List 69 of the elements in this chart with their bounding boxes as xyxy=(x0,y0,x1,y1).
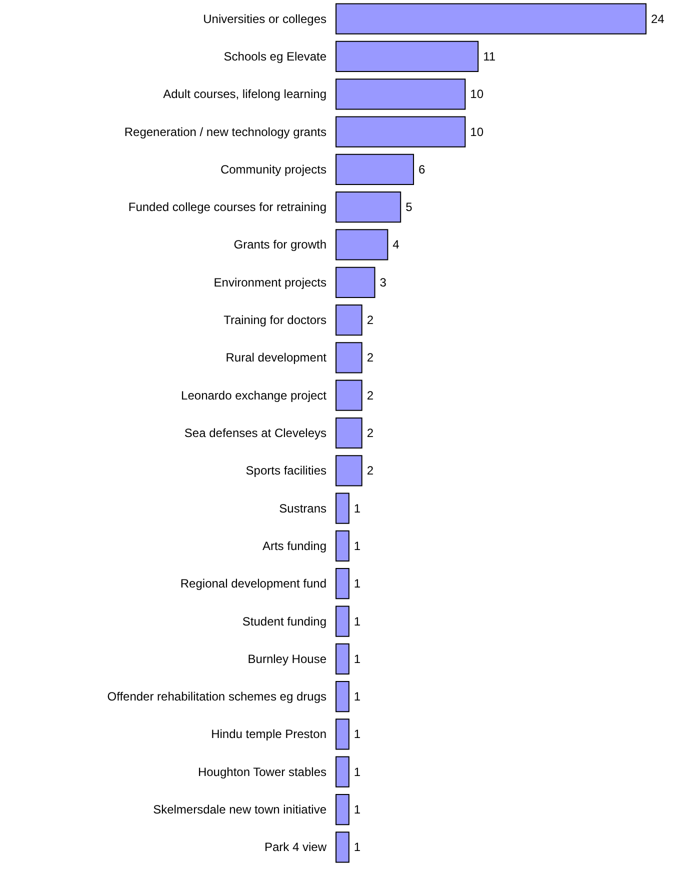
bar xyxy=(336,568,350,600)
data-label: 2 xyxy=(366,426,374,440)
data-label: 1 xyxy=(354,652,361,666)
bar xyxy=(336,192,402,223)
y-tick-label: Houghton Tower stables xyxy=(198,764,326,779)
y-tick-label: Leonardo exchange project xyxy=(181,388,328,402)
data-label: 2 xyxy=(366,464,374,478)
bar xyxy=(336,606,350,637)
bar xyxy=(336,417,362,449)
y-tick-label: Arts funding xyxy=(262,538,326,553)
data-label: 1 xyxy=(354,576,361,591)
y-tick-label: Universities or colleges xyxy=(203,12,326,26)
data-label: 2 xyxy=(366,313,374,328)
y-tick-label: Schools eg Elevate xyxy=(224,49,327,64)
data-label: 4 xyxy=(392,238,400,252)
bar xyxy=(336,266,376,298)
y-tick-label: Sports facilities xyxy=(246,464,326,478)
data-label: 1 xyxy=(354,764,361,779)
data-label: 10 xyxy=(470,124,484,139)
data-label: 2 xyxy=(366,388,374,402)
data-label: 11 xyxy=(483,49,496,64)
data-label: 6 xyxy=(418,162,426,176)
bar xyxy=(336,492,350,524)
bar xyxy=(336,3,646,34)
y-tick-label: Sea defenses at Cleveleys xyxy=(184,426,326,440)
y-tick-label: Offender rehabilitation schemes eg drugs xyxy=(107,690,326,704)
y-tick-label: Skelmersdale new town initiative xyxy=(153,802,327,817)
bar xyxy=(336,794,350,826)
data-label: 1 xyxy=(354,840,361,854)
y-tick-label: Park 4 view xyxy=(264,840,327,854)
bar xyxy=(336,681,350,712)
data-label: 1 xyxy=(354,501,361,516)
bar xyxy=(336,530,350,562)
bar xyxy=(336,643,350,674)
y-tick-label: Regional development fund xyxy=(180,576,326,591)
bar xyxy=(336,154,414,185)
bar xyxy=(336,116,466,148)
y-tick-label: Grants for growth xyxy=(234,238,326,252)
y-tick-label: Training for doctors xyxy=(224,313,326,328)
data-label: 1 xyxy=(354,538,361,553)
y-tick-label: Funded college courses for retraining xyxy=(128,200,326,214)
bar xyxy=(336,342,362,374)
data-label: 10 xyxy=(470,87,484,102)
data-label: 24 xyxy=(651,12,665,26)
bar xyxy=(336,229,388,260)
bar xyxy=(336,40,479,72)
bar xyxy=(336,304,362,336)
y-tick-label: Student funding xyxy=(242,614,326,628)
data-label: 1 xyxy=(354,727,361,742)
data-label: 2 xyxy=(366,350,374,365)
data-label: 1 xyxy=(354,690,361,704)
bar xyxy=(336,756,350,788)
bar xyxy=(336,78,466,110)
y-tick-label: Sustrans xyxy=(279,501,326,516)
y-tick-label: Regeneration / new technology grants xyxy=(124,124,326,139)
data-label: 1 xyxy=(354,614,361,628)
y-tick-label: Burnley House xyxy=(248,652,327,666)
y-tick-label: Environment projects xyxy=(214,275,326,290)
y-tick-label: Rural development xyxy=(226,350,328,365)
y-tick-label: Adult courses, lifelong learning xyxy=(163,87,326,102)
y-tick-label: Community projects xyxy=(220,162,326,176)
y-tick-label: Hindu temple Preston xyxy=(211,727,326,742)
bar xyxy=(336,380,362,411)
bar xyxy=(336,832,350,863)
bar xyxy=(336,455,362,486)
data-label: 3 xyxy=(380,275,387,290)
data-label: 1 xyxy=(354,802,361,817)
bar xyxy=(336,718,350,750)
data-label: 5 xyxy=(406,200,413,214)
